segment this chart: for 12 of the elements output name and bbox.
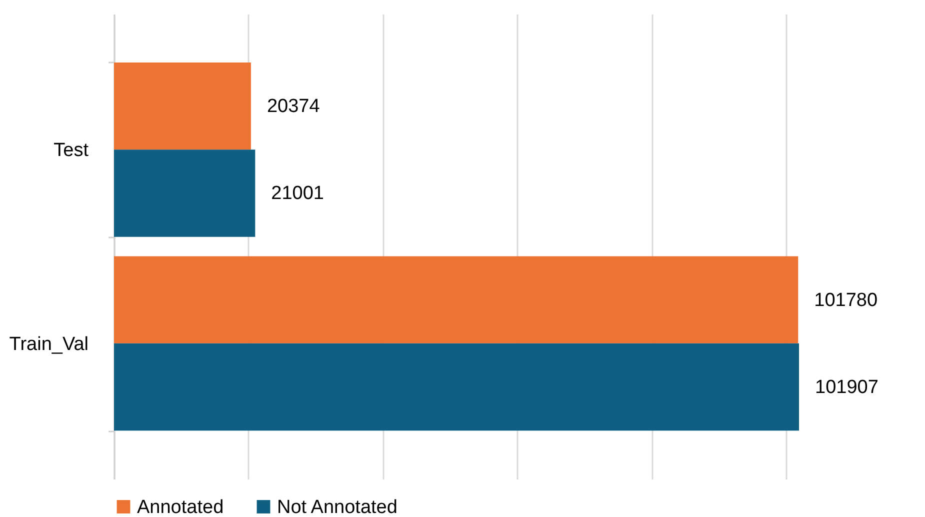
- bar: [114, 256, 798, 344]
- y-tick-label: Test: [54, 140, 90, 162]
- y-tick-label: Train_Val: [9, 334, 88, 355]
- data-label: 101907: [815, 376, 878, 398]
- bar: [114, 62, 251, 150]
- data-label: 21001: [271, 183, 324, 204]
- data-label: 101780: [814, 290, 878, 311]
- data-label: 20374: [266, 96, 320, 118]
- bar: [114, 150, 256, 237]
- legend-label: Not Annotated: [277, 496, 398, 517]
- bar: [114, 343, 799, 431]
- legend-label: Annotated: [137, 496, 224, 517]
